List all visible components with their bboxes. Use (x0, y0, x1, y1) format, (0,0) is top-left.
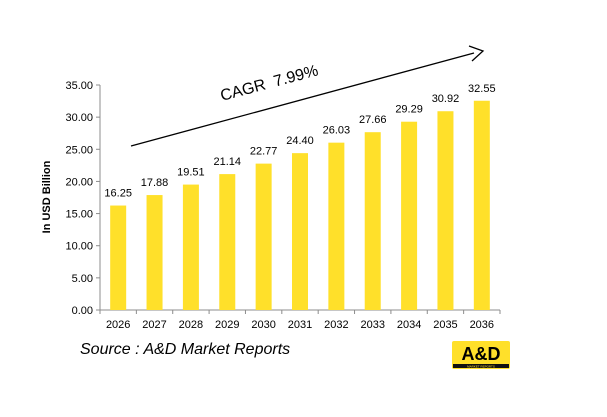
y-tick-label: 30.00 (65, 112, 93, 124)
bar-value-label: 29.29 (395, 104, 423, 116)
company-logo: A&D MARKET REPORTS (452, 341, 510, 369)
x-tick-label: 2032 (324, 319, 348, 331)
cagr-arrow-head (468, 45, 485, 62)
bar-value-label: 16.25 (104, 188, 132, 200)
y-tick-label: 5.00 (72, 273, 93, 285)
bar-value-label: 26.03 (323, 125, 351, 137)
bar (146, 195, 163, 310)
bar (473, 100, 490, 310)
logo-background (452, 341, 510, 369)
svg-text:MARKET REPORTS: MARKET REPORTS (467, 365, 495, 369)
bar (364, 132, 381, 310)
x-tick-label: 2029 (215, 319, 239, 331)
logo-subtext-bar (453, 364, 509, 368)
x-axis: 2026 2027 2028 2029 2030 2031 2032 2033 2034 2035… (99, 309, 501, 331)
bar-value-label: 30.92 (432, 93, 460, 105)
bar-value-label: 19.51 (177, 167, 205, 179)
bar (219, 174, 236, 310)
bar-value-label: 17.88 (141, 177, 169, 189)
x-tick-label: 2027 (142, 319, 166, 331)
bar (401, 121, 418, 310)
bar (255, 163, 272, 310)
x-tick-label: 2028 (179, 319, 203, 331)
bar-value-label: 32.55 (468, 83, 496, 95)
y-tick-label: 15.00 (65, 209, 93, 221)
x-tick-label: 2026 (106, 319, 130, 331)
bars (110, 100, 490, 310)
x-tick-label: 2031 (288, 319, 312, 331)
bar (292, 153, 308, 310)
bar (328, 142, 345, 310)
bar-value-label: 22.77 (250, 146, 278, 158)
y-axis-title: In USD Billion (41, 160, 53, 233)
y-tick-label: 0.00 (72, 305, 93, 317)
source-note: Source : A&D Market Reports (80, 341, 291, 358)
x-tick-label: 2033 (360, 319, 384, 331)
y-tick-label: 25.00 (65, 144, 93, 156)
data-labels: 16.25 17.88 19.51 21.14 22.77 24.40 26.03 27.66… (104, 83, 495, 200)
x-tick-label: 2034 (397, 319, 421, 331)
y-tick-label: 20.00 (65, 176, 93, 188)
y-axis: 0.00 5.00 10.00 15.00 20.00 25.00 30.00 35.00 (65, 80, 101, 317)
bar-value-label: 24.40 (286, 135, 314, 147)
cagr-arrow-line (130, 52, 475, 147)
logo-graphic: A&D MARKET REPORTS (452, 341, 510, 369)
svg-text:A&D: A&D (462, 344, 501, 364)
x-tick-label: 2035 (433, 319, 457, 331)
bar (437, 111, 454, 310)
bar-value-label: 27.66 (359, 114, 387, 126)
x-tick-label: 2030 (251, 319, 275, 331)
cagr-annotation: CAGR 7.99% (130, 45, 485, 147)
y-tick-label: 10.00 (65, 241, 93, 253)
y-tick-label: 35.00 (65, 80, 93, 92)
bar-value-label: 21.14 (214, 156, 242, 168)
bar (182, 184, 199, 310)
x-tick-label: 2036 (470, 319, 494, 331)
bar (110, 205, 127, 310)
